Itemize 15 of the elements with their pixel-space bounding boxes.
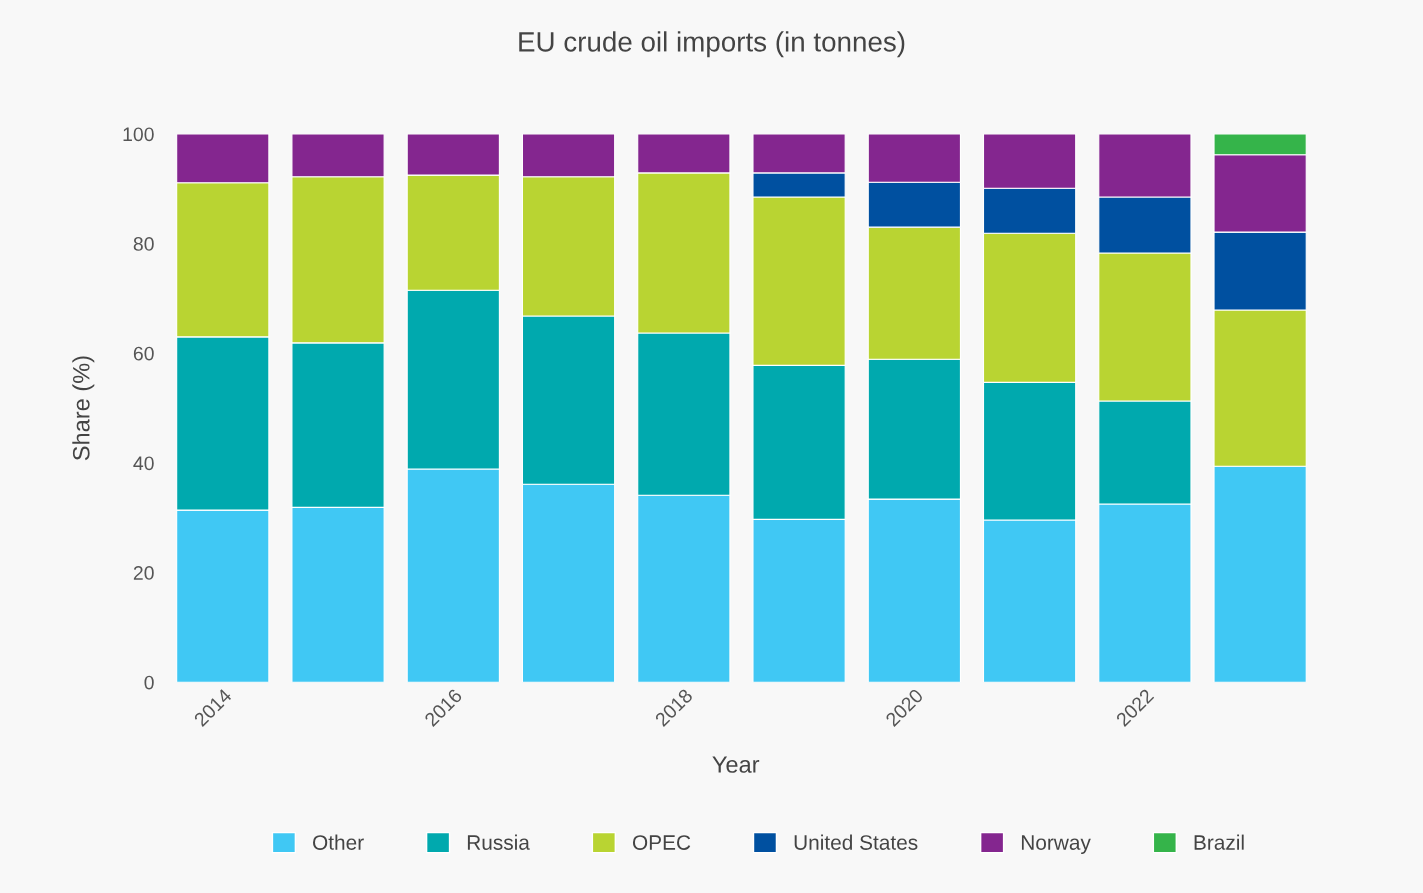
y-tick-label: 100 bbox=[123, 127, 154, 142]
y-tick-label: 80 bbox=[133, 237, 154, 251]
legend-label: United States bbox=[794, 834, 918, 850]
y-tick-label: 60 bbox=[133, 346, 154, 361]
legend-label: Norway bbox=[1021, 835, 1091, 854]
x-axis-title: Year bbox=[712, 756, 760, 773]
legend-label: Brazil bbox=[1194, 834, 1244, 850]
y-tick-label: 20 bbox=[133, 566, 154, 580]
y-tick-label: 0 bbox=[144, 675, 154, 690]
legend-label: OPEC bbox=[632, 835, 691, 850]
legend-label: Russia bbox=[467, 834, 530, 850]
y-axis-title: Share (%) bbox=[72, 356, 95, 461]
chart-title: EU crude oil imports (in tonnes) bbox=[519, 31, 905, 58]
y-tick-label: 40 bbox=[133, 456, 154, 471]
legend-label: Other bbox=[313, 834, 364, 850]
